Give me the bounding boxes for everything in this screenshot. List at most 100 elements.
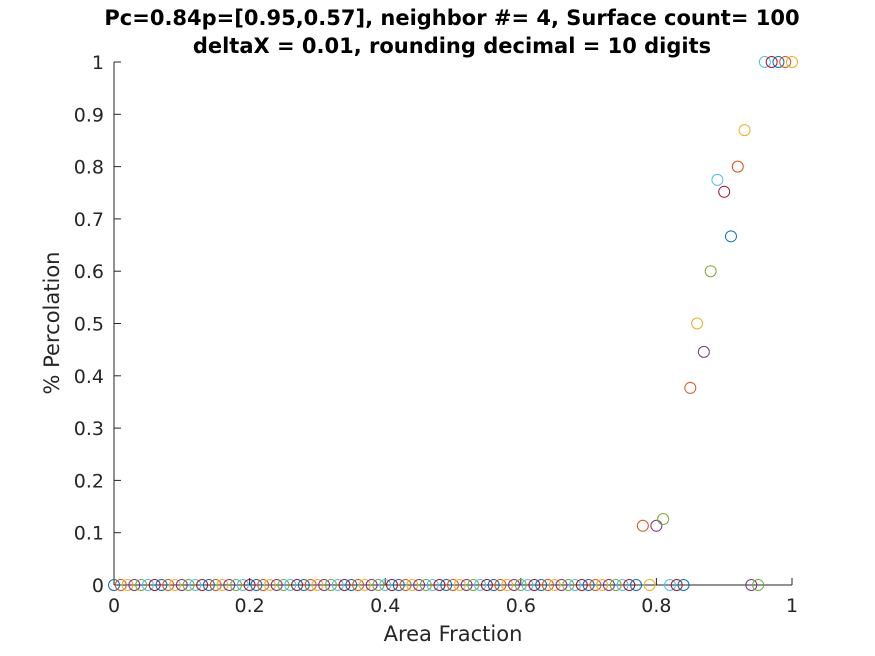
data-point	[345, 579, 358, 591]
data-point	[196, 579, 209, 591]
data-point	[711, 173, 724, 186]
data-point	[379, 579, 392, 591]
data-point	[257, 579, 270, 591]
data-point	[352, 579, 365, 591]
data-point	[663, 579, 676, 591]
y-tick-label: 0.1	[74, 523, 104, 545]
data-point	[230, 579, 243, 591]
data-point	[575, 579, 588, 591]
data-point	[291, 579, 304, 591]
y-tick-label: 0.7	[74, 209, 104, 231]
data-point	[467, 579, 480, 591]
data-point	[372, 579, 385, 591]
data-point	[745, 579, 758, 591]
data-point	[480, 579, 493, 591]
data-point	[243, 579, 256, 591]
data-point	[419, 579, 432, 591]
data-point	[657, 513, 670, 526]
data-point	[535, 579, 548, 591]
data-point	[772, 56, 785, 68]
data-point	[616, 579, 629, 591]
data-point	[650, 519, 663, 532]
data-point	[521, 579, 534, 591]
data-point	[148, 579, 161, 591]
x-tick-label: 1	[786, 595, 798, 617]
x-tick-label: 0	[108, 595, 120, 617]
x-tick-label: 0.8	[641, 595, 671, 617]
data-point	[453, 579, 466, 591]
data-point	[413, 579, 426, 591]
data-point	[175, 579, 188, 591]
data-point	[447, 579, 459, 591]
data-point	[270, 579, 283, 591]
data-point	[765, 56, 778, 68]
data-point	[569, 579, 582, 591]
data-point	[718, 185, 731, 198]
data-point	[630, 579, 643, 591]
data-point	[555, 579, 568, 591]
x-axis-label: Area Fraction	[384, 622, 523, 646]
y-tick-label: 0.3	[74, 418, 104, 440]
data-point	[385, 579, 398, 591]
data-point	[758, 56, 771, 68]
x-tick-label: 0.6	[506, 595, 536, 617]
data-point	[562, 579, 575, 591]
data-point	[114, 579, 127, 591]
data-point	[223, 579, 236, 591]
data-point	[135, 579, 148, 591]
data-point	[426, 579, 439, 591]
data-point	[501, 579, 514, 591]
data-point	[609, 579, 622, 591]
data-point	[738, 124, 751, 137]
data-point	[440, 579, 453, 591]
data-point	[121, 579, 134, 591]
data-point	[548, 579, 561, 591]
data-point	[582, 579, 595, 591]
data-point	[528, 579, 541, 591]
data-point	[691, 317, 704, 330]
data-point	[141, 579, 154, 591]
data-point	[189, 579, 202, 591]
data-point	[670, 579, 683, 591]
data-point	[514, 579, 527, 591]
chart-subtitle: deltaX = 0.01, rounding decimal = 10 dig…	[193, 34, 711, 58]
data-point	[304, 579, 317, 591]
data-point	[474, 579, 487, 591]
x-tick-label: 0.2	[234, 595, 264, 617]
data-point	[297, 579, 310, 591]
y-tick-label: 0.4	[74, 366, 104, 388]
y-axis-ticks: 0 0.1 0.2 0.3 0.4 0.5 0.6 0.7 0.8 0.9 1	[74, 52, 121, 597]
y-tick-label: 0	[92, 575, 104, 597]
data-point	[128, 579, 141, 591]
y-tick-label: 0.6	[74, 261, 104, 283]
data-point	[365, 579, 378, 591]
data-point	[399, 579, 412, 591]
y-tick-label: 0.9	[74, 104, 104, 126]
data-point	[318, 579, 331, 591]
data-point	[684, 381, 697, 394]
data-point	[338, 579, 351, 591]
y-tick-label: 0.2	[74, 470, 104, 492]
y-axis-label: % Percolation	[40, 252, 64, 395]
data-point	[277, 579, 290, 591]
data-point	[724, 230, 737, 243]
data-point	[392, 579, 405, 591]
data-point	[779, 56, 792, 68]
data-point	[209, 579, 222, 591]
data-point	[677, 579, 690, 591]
data-point	[162, 579, 175, 591]
data-point	[623, 579, 636, 591]
data-point	[541, 579, 554, 591]
data-point	[324, 579, 337, 591]
data-point	[433, 579, 446, 591]
data-point	[216, 579, 229, 591]
data-point	[704, 265, 717, 278]
data-point	[596, 579, 609, 591]
data-point	[643, 579, 656, 591]
data-point	[752, 579, 765, 591]
data-point	[460, 579, 473, 591]
data-point	[358, 579, 371, 591]
data-point	[331, 579, 344, 591]
x-tick-label: 0.4	[370, 595, 400, 617]
